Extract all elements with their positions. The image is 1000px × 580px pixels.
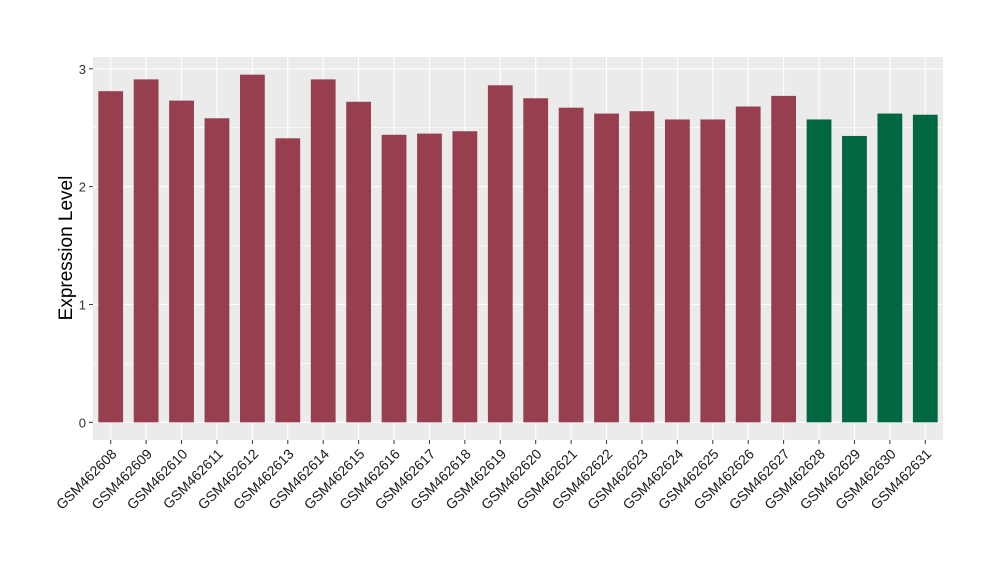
y-tick-label: 0 [79, 415, 86, 430]
bar [133, 79, 159, 423]
panel-background [93, 57, 943, 440]
bar [594, 113, 619, 423]
bar [452, 131, 478, 423]
y-tick-label: 3 [79, 62, 86, 77]
bar [523, 98, 549, 423]
bar [771, 95, 797, 423]
bar [877, 113, 903, 423]
bar [346, 101, 372, 423]
y-axis-title: Expression Level [56, 176, 77, 321]
bar [735, 106, 761, 423]
bar [842, 135, 867, 423]
bar [912, 114, 938, 423]
bar [487, 85, 513, 423]
bar [558, 107, 584, 423]
bar [98, 91, 124, 423]
bar [417, 133, 442, 423]
y-tick-label: 2 [79, 180, 86, 195]
bar [239, 74, 265, 423]
bar [700, 119, 726, 423]
bar [806, 119, 832, 423]
y-tick-label: 1 [79, 297, 86, 312]
bar [310, 79, 336, 423]
bar [275, 138, 301, 423]
bar [169, 100, 194, 423]
bar [629, 111, 655, 423]
bar [664, 119, 690, 423]
bar [381, 134, 407, 423]
bar [204, 118, 230, 423]
